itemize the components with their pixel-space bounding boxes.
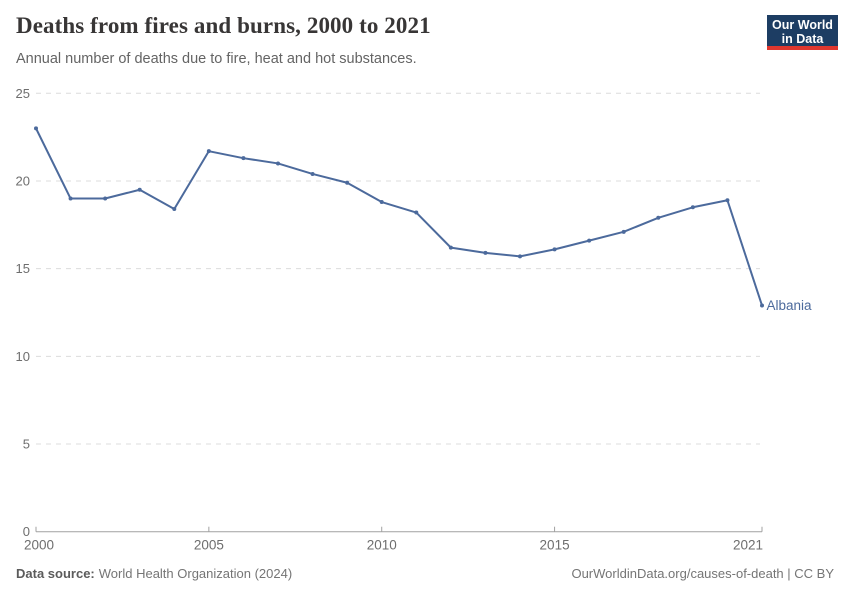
x-axis-label: 2015 (540, 538, 570, 553)
data-point[interactable] (172, 207, 177, 212)
data-point[interactable] (552, 247, 557, 252)
owid-logo-line1: Our World (772, 18, 833, 32)
data-point[interactable] (725, 198, 730, 203)
series-end-label: Albania (767, 298, 813, 313)
data-line (35, 127, 763, 306)
chart-footer: Data source: World Health Organization (2… (0, 566, 850, 581)
y-axis-label: 20 (16, 173, 30, 188)
data-point[interactable] (621, 229, 626, 234)
data-point[interactable] (760, 303, 764, 308)
x-axis-label: 2010 (367, 538, 397, 553)
y-axis-label: 15 (16, 261, 30, 276)
data-point[interactable] (68, 196, 73, 201)
data-point[interactable] (276, 161, 280, 166)
page-title: Deaths from fires and burns, 2000 to 202… (16, 13, 431, 38)
data-point[interactable] (206, 149, 211, 154)
y-axis-label: 10 (16, 349, 30, 364)
line-chart-canvas[interactable]: 0 5 10 15 20 25 2000 2005 2010 2015 2021 Albania (0, 85, 850, 560)
x-axis-label: 2005 (194, 538, 224, 553)
data-point[interactable] (241, 156, 246, 161)
data-point[interactable] (518, 254, 522, 259)
data-point[interactable] (137, 187, 142, 192)
data-point[interactable] (414, 210, 419, 215)
data-point[interactable] (448, 245, 453, 250)
chart-subtitle: Annual number of deaths due to fire, hea… (16, 51, 417, 67)
data-point[interactable] (34, 126, 38, 131)
data-point[interactable] (690, 205, 695, 210)
data-point[interactable] (345, 180, 350, 185)
owid-logo-line2: in Data (781, 32, 824, 46)
data-point[interactable] (103, 196, 108, 201)
data-point[interactable] (483, 250, 488, 255)
x-axis-label: 2021 (733, 538, 763, 553)
credit-link[interactable]: OurWorldinData.org/causes-of-death | CC … (571, 566, 834, 581)
data-point[interactable] (587, 238, 592, 243)
data-point[interactable] (656, 215, 661, 220)
owid-logo[interactable]: Our World in Data (767, 15, 838, 50)
data-source-value: World Health Organization (2024) (98, 566, 293, 581)
y-axis-label: 25 (16, 86, 30, 101)
x-axis-label: 2000 (24, 538, 54, 553)
y-axis-label: 0 (23, 524, 30, 539)
data-point[interactable] (310, 171, 315, 176)
data-source: Data source: World Health Organization (2… (16, 566, 292, 581)
y-axis-label: 5 (23, 437, 30, 452)
data-point[interactable] (379, 200, 384, 205)
data-source-label: Data source: (16, 566, 95, 581)
